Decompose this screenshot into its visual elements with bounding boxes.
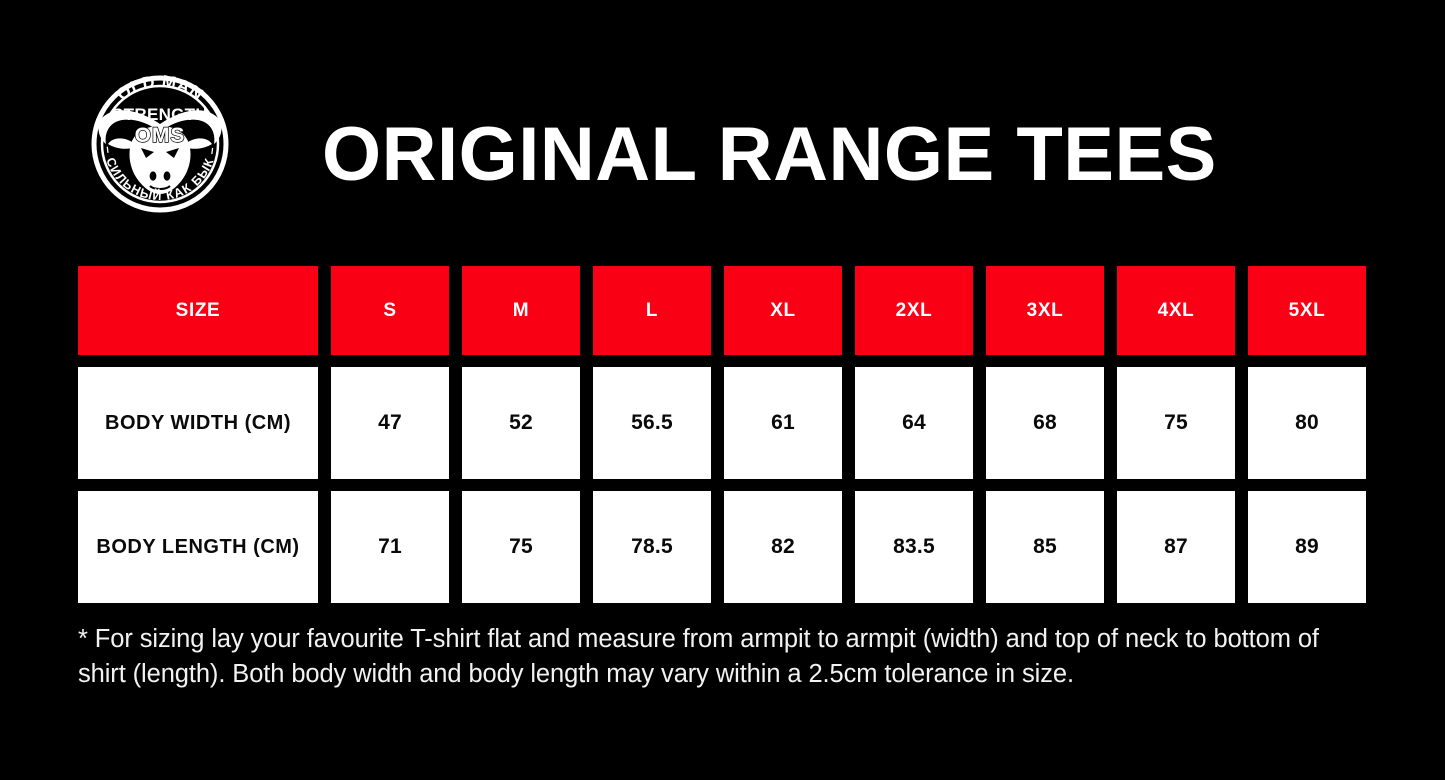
body-length-2xl: 83.5 xyxy=(855,491,973,603)
body-length-5xl: 89 xyxy=(1248,491,1366,603)
body-width-s: 47 xyxy=(331,367,449,479)
body-width-3xl: 68 xyxy=(986,367,1104,479)
row-label-body-width: BODY WIDTH (CM) xyxy=(78,367,318,479)
body-width-4xl: 75 xyxy=(1117,367,1235,479)
body-width-l: 56.5 xyxy=(593,367,711,479)
svg-text:OLD MAN: OLD MAN xyxy=(113,72,207,105)
body-length-l: 78.5 xyxy=(593,491,711,603)
body-length-xl: 82 xyxy=(724,491,842,603)
body-length-4xl: 87 xyxy=(1117,491,1235,603)
header: OLD MAN STRENGTH OMS – СИЛЬНЫЙ КАК БЫК –… xyxy=(0,0,1445,250)
svg-text:STRENGTH: STRENGTH xyxy=(112,105,208,124)
column-header-s: S xyxy=(331,266,449,355)
body-width-5xl: 80 xyxy=(1248,367,1366,479)
page-title: ORIGINAL RANGE TEES xyxy=(322,112,1217,197)
svg-text:OMS: OMS xyxy=(135,124,186,147)
size-chart-table: SIZE S M L XL 2XL 3XL 4XL 5XL BODY WIDTH… xyxy=(78,266,1369,603)
column-header-size: SIZE xyxy=(78,266,318,355)
column-header-m: M xyxy=(462,266,580,355)
table-header-row: SIZE S M L XL 2XL 3XL 4XL 5XL xyxy=(78,266,1369,355)
column-header-xl: XL xyxy=(724,266,842,355)
column-header-4xl: 4XL xyxy=(1117,266,1235,355)
sizing-footnote: * For sizing lay your favourite T-shirt … xyxy=(78,625,1319,688)
body-length-3xl: 85 xyxy=(986,491,1104,603)
column-header-5xl: 5XL xyxy=(1248,266,1366,355)
body-width-xl: 61 xyxy=(724,367,842,479)
row-label-body-length: BODY LENGTH (CM) xyxy=(78,491,318,603)
column-header-2xl: 2XL xyxy=(855,266,973,355)
column-header-l: L xyxy=(593,266,711,355)
brand-logo: OLD MAN STRENGTH OMS – СИЛЬНЫЙ КАК БЫК – xyxy=(86,62,234,222)
body-width-2xl: 64 xyxy=(855,367,973,479)
body-length-m: 75 xyxy=(462,491,580,603)
body-length-s: 71 xyxy=(331,491,449,603)
table-row-body-length: BODY LENGTH (CM) 71 75 78.5 82 83.5 85 8… xyxy=(78,491,1369,603)
bull-logo-icon: OLD MAN STRENGTH OMS – СИЛЬНЫЙ КАК БЫК – xyxy=(91,72,229,213)
column-header-3xl: 3XL xyxy=(986,266,1104,355)
body-width-m: 52 xyxy=(462,367,580,479)
table-row-body-width: BODY WIDTH (CM) 47 52 56.5 61 64 68 75 8… xyxy=(78,367,1369,479)
